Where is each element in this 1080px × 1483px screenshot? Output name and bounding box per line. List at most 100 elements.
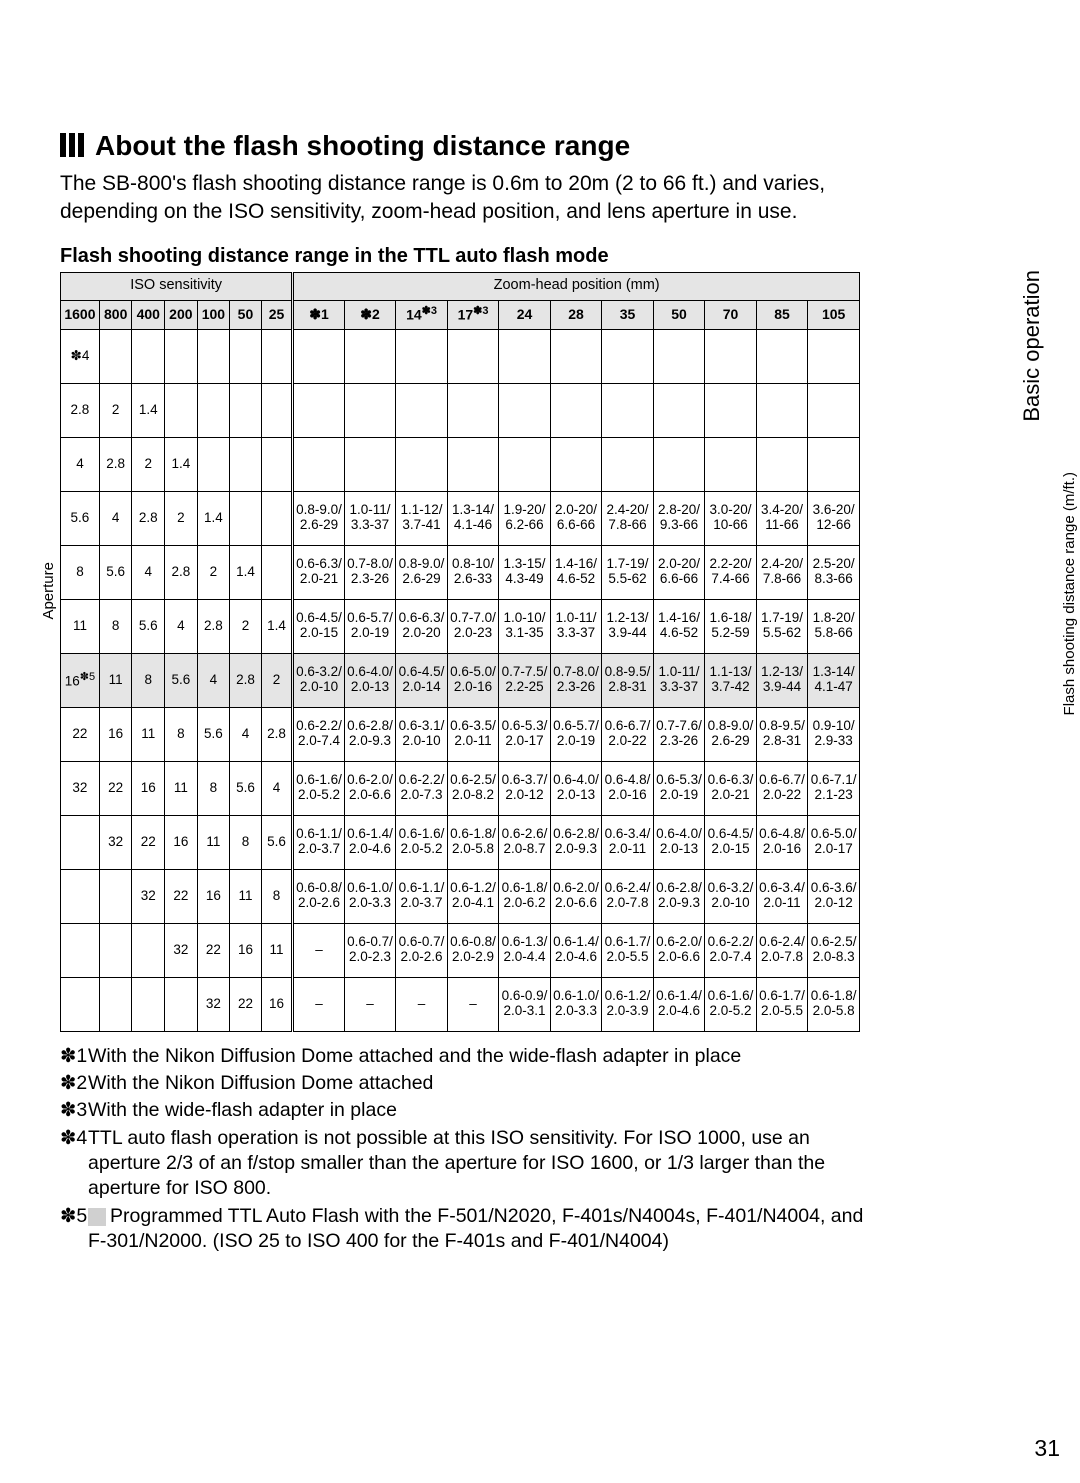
data-cell: 0.6-1.4/2.0-4.6 [653, 977, 705, 1031]
iso-col: 400 [132, 300, 165, 329]
aperture-cell: 11 [132, 707, 165, 761]
data-cell: 0.8-9.5/2.8-31 [756, 707, 808, 761]
aperture-cell [197, 437, 230, 491]
data-cell [653, 383, 705, 437]
zoom-col: 28 [550, 300, 602, 329]
data-cell: 0.6-4.5/2.0-14 [396, 653, 448, 707]
aperture-cell: 4 [230, 707, 262, 761]
data-cell: 0.6-5.3/2.0-19 [653, 761, 705, 815]
aperture-cell: 1.4 [230, 545, 262, 599]
data-cell: 2.4-20/7.8-66 [602, 491, 654, 545]
aperture-cell: 11 [99, 653, 132, 707]
data-cell: 0.6-3.2/2.0-10 [705, 869, 757, 923]
data-cell: 0.6-2.0/2.0-6.6 [653, 923, 705, 977]
data-cell: 1.7-19/5.5-62 [756, 599, 808, 653]
zoom-col: 24 [499, 300, 551, 329]
aperture-cell: 22 [132, 815, 165, 869]
data-cell: 2.4-20/7.8-66 [756, 545, 808, 599]
aperture-cell: 16✽5 [61, 653, 100, 707]
data-cell [396, 329, 448, 383]
data-cell [705, 437, 757, 491]
data-cell: 1.9-20/6.2-66 [499, 491, 551, 545]
aperture-cell: 22 [230, 977, 262, 1031]
data-cell: 1.0-11/3.3-37 [550, 599, 602, 653]
data-cell: 2.0-20/6.6-66 [653, 545, 705, 599]
data-cell: 0.6-1.4/2.0-4.6 [344, 815, 396, 869]
data-cell: 0.7-8.0/2.3-26 [550, 653, 602, 707]
data-cell: 0.6-5.0/2.0-17 [808, 815, 860, 869]
aperture-cell [261, 329, 293, 383]
zoom-col: 70 [705, 300, 757, 329]
data-cell: 0.6-2.2/2.0-7.4 [705, 923, 757, 977]
data-cell [293, 437, 345, 491]
aperture-cell: 2 [261, 653, 293, 707]
data-cell: 0.6-1.6/2.0-5.2 [293, 761, 345, 815]
data-cell [653, 437, 705, 491]
aperture-cell: 32 [165, 923, 198, 977]
data-cell: 0.6-0.7/2.0-2.3 [344, 923, 396, 977]
aperture-cell [261, 383, 293, 437]
iso-col: 50 [230, 300, 262, 329]
aperture-cell: 1.4 [197, 491, 230, 545]
data-cell [756, 383, 808, 437]
footnote: ✽1With the Nikon Diffusion Dome attached… [60, 1044, 870, 1069]
data-cell: 0.6-4.0/2.0-13 [653, 815, 705, 869]
aperture-cell: 16 [99, 707, 132, 761]
data-cell [602, 383, 654, 437]
data-cell: – [293, 977, 345, 1031]
aperture-cell: 22 [99, 761, 132, 815]
aperture-cell [165, 329, 198, 383]
data-cell: 0.6-1.2/2.0-4.1 [447, 869, 499, 923]
aperture-cell: 1.4 [165, 437, 198, 491]
data-cell [653, 329, 705, 383]
data-cell: 0.6-1.8/2.0-5.8 [447, 815, 499, 869]
aperture-cell: 4 [261, 761, 293, 815]
aperture-cell [230, 329, 262, 383]
data-cell: 1.1-12/3.7-41 [396, 491, 448, 545]
data-cell [499, 383, 551, 437]
data-cell: 0.6-1.8/2.0-5.8 [808, 977, 860, 1031]
aperture-cell: 5.6 [99, 545, 132, 599]
aperture-cell: 11 [230, 869, 262, 923]
aperture-cell: 2.8 [165, 545, 198, 599]
data-cell: 0.9-10/2.9-33 [808, 707, 860, 761]
aperture-cell: 8 [230, 815, 262, 869]
aperture-cell [99, 329, 132, 383]
aperture-cell: 22 [61, 707, 100, 761]
data-cell: 0.6-2.4/2.0-7.8 [756, 923, 808, 977]
data-cell [705, 383, 757, 437]
zoom-col: ✽1 [293, 300, 345, 329]
zoom-col: 17✽3 [447, 300, 499, 329]
aperture-cell: 4 [61, 437, 100, 491]
data-cell [447, 437, 499, 491]
aperture-cell [61, 815, 100, 869]
data-cell: 0.6-1.7/2.0-5.5 [756, 977, 808, 1031]
zoom-col: ✽2 [344, 300, 396, 329]
aperture-cell [61, 977, 100, 1031]
data-cell: 0.6-3.4/2.0-11 [756, 869, 808, 923]
aperture-cell: 8 [261, 869, 293, 923]
data-cell [550, 437, 602, 491]
distance-table: ISO sensitivity Zoom-head position (mm) … [60, 272, 860, 1032]
data-cell [344, 329, 396, 383]
data-cell [808, 329, 860, 383]
aperture-cell: 5.6 [230, 761, 262, 815]
aperture-cell: 2.8 [261, 707, 293, 761]
aperture-cell [197, 383, 230, 437]
data-cell: 0.6-2.2/2.0-7.3 [396, 761, 448, 815]
data-cell: 0.6-2.6/2.0-8.7 [499, 815, 551, 869]
data-cell: 0.6-2.5/2.0-8.3 [808, 923, 860, 977]
aperture-cell [261, 491, 293, 545]
page-number: 31 [1034, 1435, 1060, 1462]
data-cell: 1.7-19/5.5-62 [602, 545, 654, 599]
data-cell: 1.3-14/4.1-47 [808, 653, 860, 707]
aperture-cell: 2.8 [197, 599, 230, 653]
data-cell: 0.6-2.4/2.0-7.8 [602, 869, 654, 923]
data-cell [756, 329, 808, 383]
iso-col: 800 [99, 300, 132, 329]
aperture-cell: 4 [165, 599, 198, 653]
aperture-cell: 1.4 [261, 599, 293, 653]
aperture-cell: 16 [132, 761, 165, 815]
data-cell: 0.6-3.5/2.0-11 [447, 707, 499, 761]
data-cell [550, 329, 602, 383]
